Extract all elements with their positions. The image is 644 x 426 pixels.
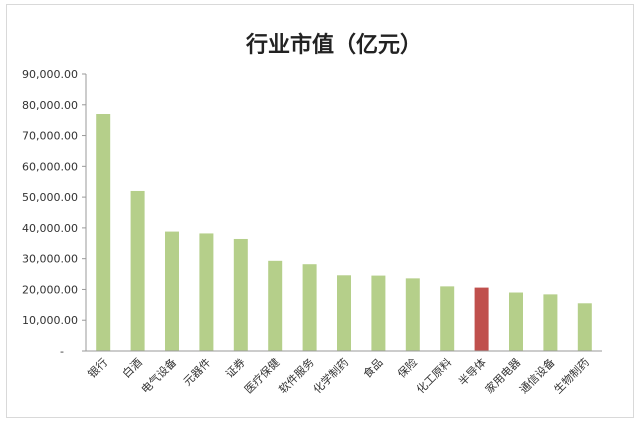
bar bbox=[199, 233, 214, 351]
bar bbox=[371, 275, 386, 351]
y-tick-label: 40,000.00 bbox=[22, 222, 78, 235]
x-tick-label: 证券 bbox=[222, 355, 247, 380]
x-tick-label: 生物制药 bbox=[551, 355, 592, 396]
y-tick-label: 30,000.00 bbox=[22, 253, 78, 266]
x-tick-label: 化学制药 bbox=[310, 355, 351, 396]
bar bbox=[543, 294, 558, 351]
x-tick-label: 医疗保健 bbox=[241, 355, 282, 396]
bar bbox=[302, 264, 317, 351]
x-tick-label: 保险 bbox=[394, 355, 419, 380]
bar bbox=[405, 278, 420, 351]
x-tick-label: 电气设备 bbox=[138, 355, 179, 396]
bar bbox=[96, 114, 111, 351]
x-tick-label: 家用电器 bbox=[482, 355, 523, 396]
x-tick-label: 软件服务 bbox=[276, 355, 317, 396]
y-tick-label: 70,000.00 bbox=[22, 130, 78, 143]
bar bbox=[233, 238, 248, 351]
bar bbox=[165, 231, 179, 351]
bar bbox=[474, 287, 489, 351]
y-tick-label: - bbox=[60, 345, 64, 358]
y-tick-label: 80,000.00 bbox=[22, 99, 78, 112]
y-tick-label: 60,000.00 bbox=[22, 160, 78, 173]
y-axis: - 10,000.00 20,000.00 30,000.00 40,000.00 50,… bbox=[22, 68, 87, 358]
bar bbox=[509, 292, 523, 351]
x-tick-label: 半导体 bbox=[455, 355, 488, 388]
chart-frame bbox=[6, 4, 634, 418]
y-tick-label: 10,000.00 bbox=[22, 314, 78, 327]
bar bbox=[577, 303, 592, 351]
x-tick-label: 银行 bbox=[85, 355, 110, 380]
x-tick-label: 白酒 bbox=[119, 355, 144, 380]
y-tick-label: 20,000.00 bbox=[22, 283, 78, 296]
bar bbox=[440, 286, 455, 351]
bar bbox=[130, 190, 145, 351]
x-tick-label: 通信设备 bbox=[517, 355, 558, 396]
x-tick-label: 元器件 bbox=[181, 356, 214, 389]
bars bbox=[96, 114, 592, 351]
chart-title: 行业市值（亿元） bbox=[245, 32, 422, 58]
y-tick-label: 50,000.00 bbox=[22, 191, 78, 204]
bar bbox=[268, 260, 283, 351]
x-tick-label: 化工原料 bbox=[413, 355, 454, 396]
x-tick-label: 食品 bbox=[360, 355, 385, 380]
bar bbox=[337, 275, 351, 351]
y-tick-label: 90,000.00 bbox=[22, 68, 78, 81]
